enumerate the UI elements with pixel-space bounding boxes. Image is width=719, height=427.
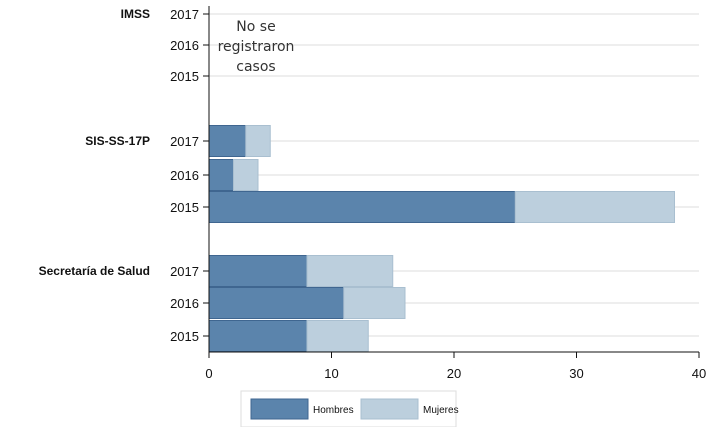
legend: Hombres Mujeres xyxy=(240,390,459,427)
group-label: Secretaría de Salud xyxy=(39,264,150,278)
legend-label: Hombres xyxy=(313,405,354,416)
x-tick-label: 20 xyxy=(447,366,461,381)
annotation-text: registraron xyxy=(218,39,295,55)
bar-mujeres xyxy=(306,255,394,287)
annotation-text: No se xyxy=(236,19,275,35)
bar-hombres xyxy=(208,125,247,157)
group-label: SIS-SS-17P xyxy=(85,134,150,148)
bar-hombres xyxy=(208,255,308,287)
y-tick-label: 2015 xyxy=(170,329,199,344)
bar-hombres xyxy=(208,159,234,191)
legend-swatch xyxy=(360,398,419,420)
x-tick-label: 40 xyxy=(692,366,706,381)
annotation-layer: No se registraron casos xyxy=(218,19,295,75)
y-tick-label: 2015 xyxy=(170,69,199,84)
bar-mujeres xyxy=(306,320,369,352)
bar-mujeres xyxy=(343,287,406,319)
bar-hombres xyxy=(208,320,308,352)
bar-hombres xyxy=(208,191,516,223)
bar-mujeres xyxy=(514,191,675,223)
bar-mujeres xyxy=(233,159,259,191)
y-tick-label: 2016 xyxy=(170,296,199,311)
bars-layer xyxy=(208,125,675,352)
labels-layer: 2017 2016 2015 IMSS 2017 2016 2015 SIS-SS-17P 20… xyxy=(39,7,707,381)
group-label: IMSS xyxy=(121,7,150,21)
x-tick-label: 10 xyxy=(324,366,338,381)
y-tick-label: 2017 xyxy=(170,7,199,22)
x-tick-label: 0 xyxy=(205,366,212,381)
bar-mujeres xyxy=(245,125,271,157)
legend-swatch xyxy=(250,398,309,420)
y-tick-label: 2016 xyxy=(170,38,199,53)
y-tick-label: 2015 xyxy=(170,200,199,215)
y-tick-label: 2016 xyxy=(170,168,199,183)
x-tick-label: 30 xyxy=(569,366,583,381)
legend-label: Mujeres xyxy=(423,405,459,416)
annotation-text: casos xyxy=(236,59,275,75)
bar-hombres xyxy=(208,287,345,319)
axis-layer xyxy=(203,6,700,358)
y-tick-label: 2017 xyxy=(170,264,199,279)
y-tick-label: 2017 xyxy=(170,134,199,149)
